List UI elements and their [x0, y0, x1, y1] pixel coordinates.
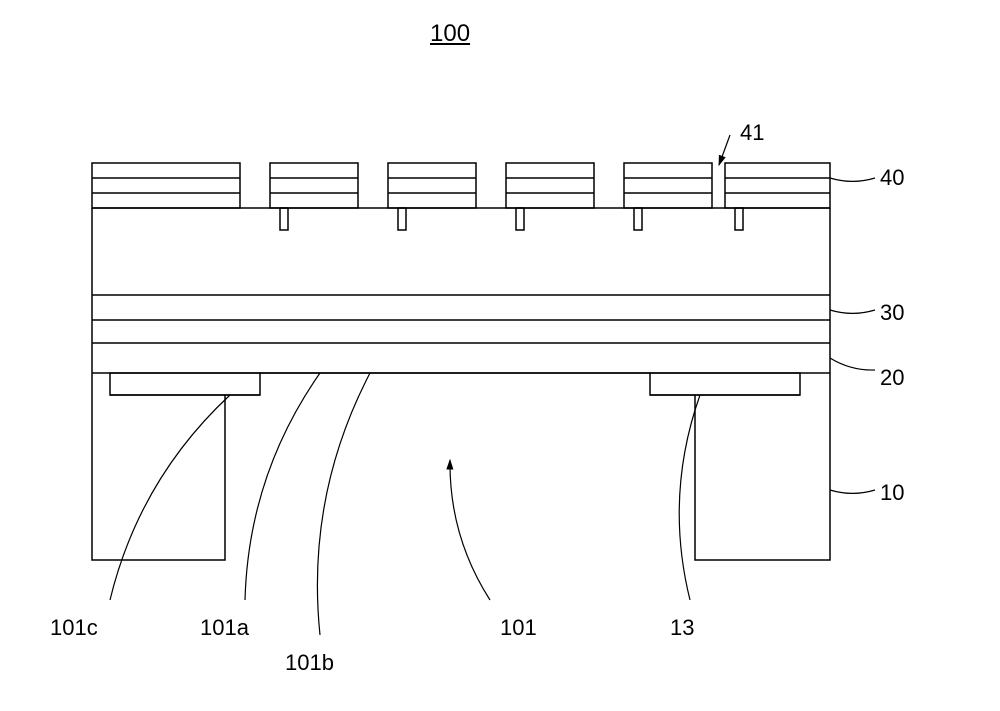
callout-label: 30	[880, 300, 904, 326]
callout-label: 10	[880, 480, 904, 506]
callout-label: 101	[500, 615, 537, 641]
diagram-svg	[0, 0, 1000, 711]
callout-label: 101a	[200, 615, 249, 641]
callout-label: 41	[740, 120, 764, 146]
callout-label: 13	[670, 615, 694, 641]
title-label: 100	[430, 20, 470, 48]
callout-label: 20	[880, 365, 904, 391]
callout-label: 40	[880, 165, 904, 191]
callout-label: 101b	[285, 650, 334, 676]
technical-diagram: 100 41 40 30 20 10 13 101 101b 101a 101c	[0, 0, 1000, 711]
callout-label: 101c	[50, 615, 98, 641]
